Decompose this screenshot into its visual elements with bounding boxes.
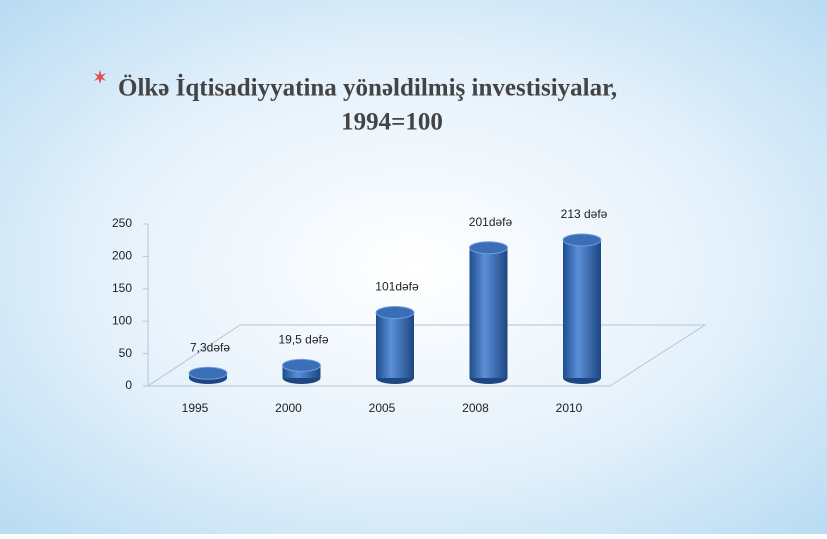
x-tick-label: 2008	[462, 401, 489, 415]
y-tick-label: 150	[112, 281, 132, 295]
bar-top	[562, 233, 602, 247]
x-tick-label: 2000	[275, 401, 302, 415]
bar-top	[282, 358, 321, 372]
y-tick-label: 0	[125, 378, 132, 392]
y-tick-label: 250	[112, 216, 132, 230]
bar	[562, 233, 602, 384]
floor	[146, 324, 707, 387]
bar	[282, 358, 321, 384]
bar-body	[376, 312, 414, 378]
value-label: 7,3dəfə	[190, 340, 230, 354]
x-tick-label: 1995	[182, 401, 209, 415]
x-tick-label: 2005	[369, 401, 396, 415]
chart-subtitle: 1994=100	[341, 109, 443, 136]
y-tick-label: 200	[112, 249, 132, 263]
y-tick-label: 50	[119, 346, 133, 360]
bar-top	[375, 306, 415, 320]
bar	[375, 306, 415, 384]
bar-body	[563, 239, 601, 378]
value-label: 19,5 dəfə	[278, 333, 328, 347]
bar-top	[188, 366, 228, 380]
bullet	[94, 70, 106, 84]
x-tick-label: 2010	[556, 401, 583, 415]
y-tick-label: 100	[112, 313, 132, 327]
bar-body	[469, 247, 508, 378]
chart-title: Ölkə İqtisadiyyatina yönəldilmiş investi…	[118, 74, 617, 102]
value-label: 201dəfə	[469, 215, 513, 229]
value-label: 213 dəfə	[561, 207, 608, 221]
bar	[188, 366, 228, 384]
bar-top	[469, 241, 508, 255]
value-label: 101dəfə	[375, 280, 419, 294]
bar	[469, 241, 508, 384]
